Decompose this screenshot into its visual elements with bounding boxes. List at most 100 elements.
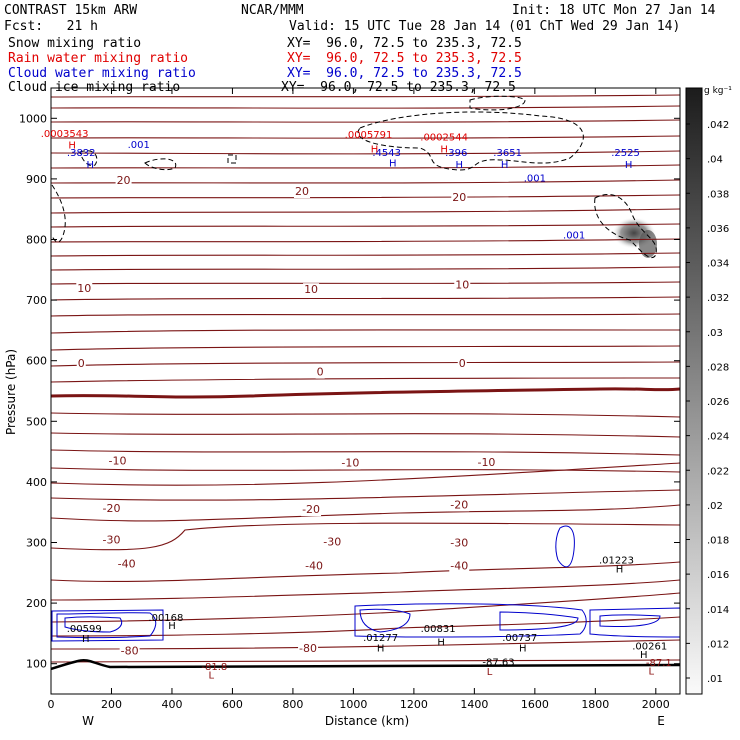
colorbar-tick-label: .034 (707, 259, 729, 270)
isotherm-label: -20 (450, 498, 468, 511)
y-tick-label: 800 (26, 234, 47, 247)
ground-surface (51, 659, 680, 671)
isotherm-label-bg (76, 357, 86, 371)
extremum-label: H (625, 160, 633, 171)
x-tick-label: 200 (101, 698, 122, 711)
isotherm-label: 0 (78, 357, 85, 370)
isotherm-label: 10 (304, 283, 318, 296)
isotherm (51, 361, 680, 367)
extremum-label: H (87, 160, 95, 171)
isotherm-label-bg (303, 283, 320, 297)
isotherm (51, 281, 680, 285)
extremum-label: H (437, 637, 445, 648)
isotherm (51, 345, 680, 351)
isotherm-label-bg (449, 498, 470, 512)
isotherm (51, 412, 680, 418)
isotherm-label-bg (457, 357, 467, 371)
extremum-label: .4543 (372, 148, 401, 159)
colorbar-ticks: .042 .04 .038 .036 .034 .032 .03 .028 .026 .024 .0… (686, 120, 729, 685)
x-tick-label: 1000 (339, 698, 367, 711)
y-tick-label: 300 (26, 537, 47, 550)
legend-cloud-water-xy: XY= 96.0, 72.5 to 235.3, 72.5 (287, 66, 522, 81)
y-tick-label: 700 (26, 294, 47, 307)
isotherm-label: -40 (118, 558, 136, 571)
extremum-label: .3832 (67, 148, 96, 159)
colorbar-tick-label: .032 (707, 293, 729, 304)
isotherm-label-bg (101, 533, 122, 547)
isotherm-label: -10 (341, 457, 359, 470)
isotherm-label-bg (101, 501, 122, 515)
x-tick-label: 800 (282, 698, 303, 711)
extremum-label: .0003543 (41, 129, 89, 140)
extremum-label: .001 (524, 174, 546, 185)
y-tick-label: 900 (26, 173, 47, 186)
extremum-label: H (68, 140, 76, 151)
extremum-label: L (487, 667, 493, 678)
extremum-label: H (440, 145, 448, 156)
isotherm (51, 449, 680, 456)
init-time: Init: 18 UTC Mon 27 Jan 14 (512, 3, 716, 18)
isotherm (51, 462, 680, 486)
colorbar-tick-label: .024 (707, 432, 729, 443)
x-tick-label: 1600 (521, 698, 549, 711)
isotherm-label: 10 (77, 282, 91, 295)
extremum-label: L (208, 671, 214, 682)
extremum-label: H (371, 145, 379, 156)
colorbar-tick-label: .018 (707, 536, 729, 547)
isotherm-label: -10 (109, 455, 127, 468)
y-tick-label: 200 (26, 597, 47, 610)
org-title: NCAR/MMM (241, 3, 304, 18)
freezing-level-isotherm (51, 387, 680, 399)
x-tick-label: 400 (161, 698, 182, 711)
isotherm (51, 579, 680, 601)
isotherm-label-bg (454, 278, 471, 292)
isotherm (51, 252, 680, 257)
isotherm-label-bg (115, 174, 132, 188)
extremum-label: .01277 (363, 633, 398, 644)
model-title: CONTRAST 15km ARW (4, 3, 138, 18)
isotherms (51, 94, 680, 663)
plot-area (51, 94, 680, 671)
isotherm-label-bg (449, 536, 470, 550)
isotherm-label-bg (315, 365, 325, 379)
isotherm (51, 522, 680, 551)
x-axis: 0 200 400 600 800 1000 1200 1400 1600 1800 2000 (48, 88, 670, 711)
extremum-label: .00737 (502, 633, 537, 644)
extremum-label: .00261 (632, 642, 667, 653)
extremum-label: H (519, 643, 527, 654)
extremum-label: .0002544 (420, 132, 468, 143)
legend-cloud-water-label: Cloud water mixing ratio (8, 66, 196, 81)
colorbar-tick-label: .01 (707, 674, 723, 685)
extremum-label: H (389, 159, 397, 170)
y-tick-label: 400 (26, 476, 47, 489)
isotherm-label: -80 (299, 642, 317, 655)
y-tick-label: 500 (26, 415, 47, 428)
extremum-label: .00831 (421, 624, 456, 635)
isotherm-label: 20 (295, 185, 309, 198)
isotherm (51, 94, 680, 98)
colorbar-tick-label: .012 (707, 639, 729, 650)
cloud-ice-shading-core (639, 230, 657, 258)
isotherm-label: -30 (323, 535, 341, 548)
isotherm (51, 179, 680, 184)
isotherm-label-bg (301, 503, 322, 517)
isotherm-label-bg (449, 559, 470, 573)
isotherm (51, 150, 680, 155)
extremum-label: H (82, 634, 90, 645)
colorbar-tick-label: .028 (707, 362, 729, 373)
isotherm-label-bg (116, 557, 137, 571)
valid-time: Valid: 15 UTC Tue 28 Jan 14 (01 ChT Wed … (289, 19, 681, 34)
colorbar-tick-label: .022 (707, 466, 729, 477)
isotherm-label: -30 (450, 537, 468, 550)
isotherm (51, 266, 680, 271)
isotherm-label: 0 (317, 366, 324, 379)
x-axis-label: Distance (km) (325, 714, 409, 728)
isotherm-label-bg (451, 191, 468, 205)
extremum-label: .001 (128, 140, 150, 151)
colorbar-tick-label: .014 (707, 605, 729, 616)
isotherm (51, 313, 680, 317)
y-tick-label: 100 (26, 658, 47, 671)
colorbar-tick-label: .02 (707, 501, 723, 512)
